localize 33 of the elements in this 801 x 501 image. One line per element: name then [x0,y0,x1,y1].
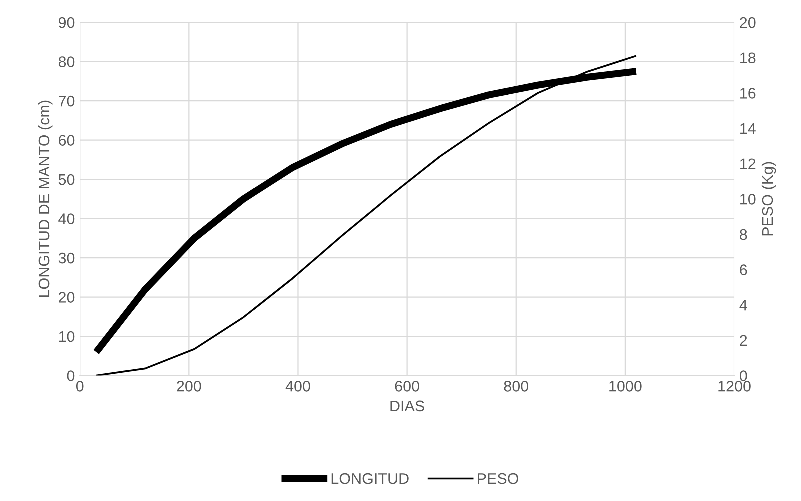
legend-label: LONGITUD [332,473,409,484]
y-tick-label: 40 [58,214,75,224]
y2-axis-title: PESO (Kg) [762,162,776,236]
y-tick-label: 0 [67,370,75,382]
y2-tick-label: 16 [740,88,756,99]
y-tick-label: 70 [59,96,75,107]
x-tick-label: 200 [177,381,202,392]
x-tick-label: 1000 [610,381,642,392]
x-tick-label: 1200 [718,381,751,392]
x-tick-label: 600 [395,381,420,392]
y-tick-label: 90 [58,17,75,28]
y-axis-title: LONGITUD DE MANTO (cm) [38,100,53,298]
x-axis-title: DIAS [390,400,424,412]
y2-tick-label: 6 [740,264,748,276]
y2-tick-label: 10 [740,194,756,205]
y-tick-label: 60 [59,135,75,146]
y2-tick-label: 4 [740,300,748,311]
x-tick-label: 400 [286,381,310,392]
y-tick-label: 50 [58,174,75,186]
y2-tick-label: 8 [740,229,748,240]
y-tick-label: 10 [59,331,75,342]
x-tick-label: 0 [76,381,84,392]
y-tick-label: 20 [59,292,75,303]
y-tick-label: 80 [58,56,75,68]
y2-tick-label: 2 [740,335,748,346]
y2-tick-label: 12 [740,158,756,170]
y2-tick-label: 14 [740,124,756,134]
y2-tick-label: 0 [740,370,748,382]
y-tick-label: 30 [58,252,75,264]
legend-label: PESO [478,473,519,484]
y2-tick-label: 18 [740,52,756,64]
y2-tick-label: 20 [740,17,756,28]
x-tick-label: 800 [504,381,529,392]
